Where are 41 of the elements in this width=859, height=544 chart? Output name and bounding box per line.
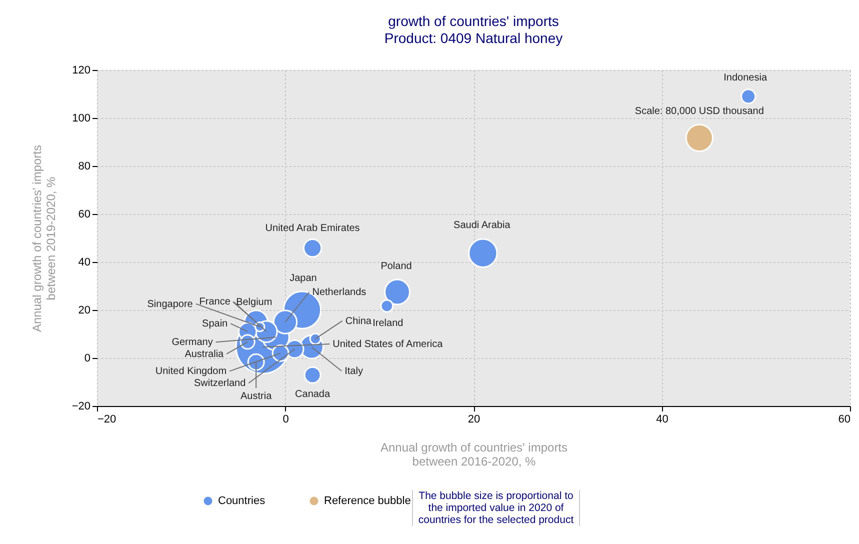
annotation: Ireland: [372, 318, 404, 329]
annotation: Australia: [184, 348, 224, 360]
annotation: Switzerland: [194, 378, 246, 390]
y-tick-label: 20: [78, 304, 90, 316]
x-axis-title: Annual growth of countries' imports between 2016-2020, %: [380, 440, 568, 468]
x-tick-label: 0: [282, 414, 289, 426]
x-tick-label: 60: [838, 414, 850, 426]
annotation: United States of America: [332, 338, 444, 350]
annotation: Belgium: [236, 297, 272, 308]
annotation: Canada: [295, 389, 330, 400]
y-tick-label: 100: [72, 112, 90, 124]
annotation: Netherlands: [312, 287, 366, 298]
y-tick-label: 60: [78, 208, 90, 220]
annotation: United Kingdom: [155, 366, 227, 378]
annotation: France: [199, 296, 231, 308]
y-tick-label: 0: [84, 352, 90, 364]
annotation: Italy: [344, 366, 363, 377]
annotation: Indonesia: [724, 72, 768, 84]
annotation: Scale: 80,000 USD thousand: [634, 106, 764, 117]
chart-title: growth of countries' imports: [388, 13, 559, 29]
x-tick-label: 40: [656, 414, 668, 426]
annotation: Germany: [172, 337, 213, 348]
legend-label: Countries: [218, 495, 266, 507]
legend-label: Reference bubble: [324, 495, 411, 507]
annotation: Austria: [240, 391, 272, 402]
y-tick-label: 40: [78, 256, 90, 268]
chart-subtitle: Product: 0409 Natural honey: [384, 30, 563, 46]
annotation: Poland: [380, 261, 412, 272]
y-axis-title: Annual growth of countries' imports between 2019-2020, %: [30, 144, 58, 332]
x-tick-label: 20: [468, 414, 480, 426]
annotation: United Arab Emirates: [265, 223, 360, 234]
y-tick-label: 120: [72, 64, 90, 76]
annotation: Saudi Arabia: [454, 220, 511, 232]
y-tick-label: −20: [72, 400, 90, 412]
annotation: Japan: [290, 273, 317, 284]
text: The bubble size is proportional to the imported value in 2020 of countries for the selected product: [412, 490, 580, 526]
y-tick-label: 80: [78, 160, 90, 172]
annotation: Singapore: [147, 298, 194, 310]
annotation: China: [345, 316, 372, 327]
x-tick-label: −20: [98, 414, 116, 426]
annotation: Spain: [202, 318, 228, 330]
